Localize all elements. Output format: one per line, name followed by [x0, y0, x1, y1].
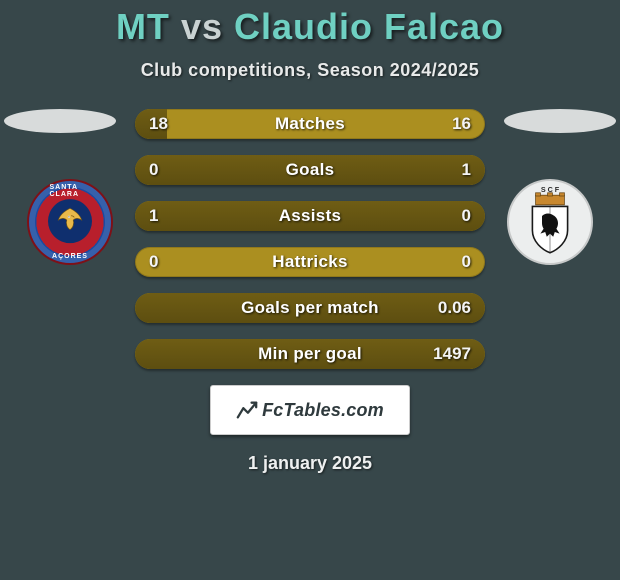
- stat-bars: 18 Matches 16 0 Goals 1 1 Assists 0 0 Ha…: [135, 109, 485, 369]
- snapshot-date: 1 january 2025: [0, 453, 620, 474]
- stat-right-value: 0: [462, 247, 471, 277]
- ellipse-right: [504, 109, 616, 133]
- stat-right-value: 0: [462, 201, 471, 231]
- stat-right-value: 0.06: [438, 293, 471, 323]
- eagle-icon: [48, 199, 92, 243]
- chart-icon: [236, 399, 258, 421]
- ellipse-left: [4, 109, 116, 133]
- stat-right-value: 1: [462, 155, 471, 185]
- stat-metric-label: Hattricks: [135, 247, 485, 277]
- stat-row-assists: 1 Assists 0: [135, 201, 485, 231]
- title: MT vs Claudio Falcao: [0, 0, 620, 48]
- farense-crest: S C F: [507, 179, 593, 265]
- stat-row-gpm: Goals per match 0.06: [135, 293, 485, 323]
- stat-row-hattricks: 0 Hattricks 0: [135, 247, 485, 277]
- santaclara-text-bottom: AÇORES: [52, 253, 88, 260]
- stat-right-value: 16: [452, 109, 471, 139]
- player1-name: MT: [116, 6, 170, 47]
- stat-row-goals: 0 Goals 1: [135, 155, 485, 185]
- stat-row-mpg: Min per goal 1497: [135, 339, 485, 369]
- fctables-label: FcTables.com: [262, 400, 384, 421]
- stat-metric-label: Goals per match: [135, 293, 485, 323]
- subtitle: Club competitions, Season 2024/2025: [0, 60, 620, 81]
- vs-label: vs: [181, 6, 223, 47]
- stat-metric-label: Goals: [135, 155, 485, 185]
- santaclara-text-top: SANTA CLARA: [50, 184, 91, 198]
- comparison-stage: SANTA CLARA AÇORES S C F: [0, 109, 620, 474]
- stat-right-value: 1497: [433, 339, 471, 369]
- club-badge-left: SANTA CLARA AÇORES: [20, 179, 120, 265]
- santaclara-crest: SANTA CLARA AÇORES: [27, 179, 113, 265]
- stat-row-matches: 18 Matches 16: [135, 109, 485, 139]
- stat-metric-label: Matches: [135, 109, 485, 139]
- stat-metric-label: Assists: [135, 201, 485, 231]
- player2-name: Claudio Falcao: [234, 6, 504, 47]
- club-badge-right: S C F: [500, 179, 600, 265]
- fctables-badge[interactable]: FcTables.com: [210, 385, 410, 435]
